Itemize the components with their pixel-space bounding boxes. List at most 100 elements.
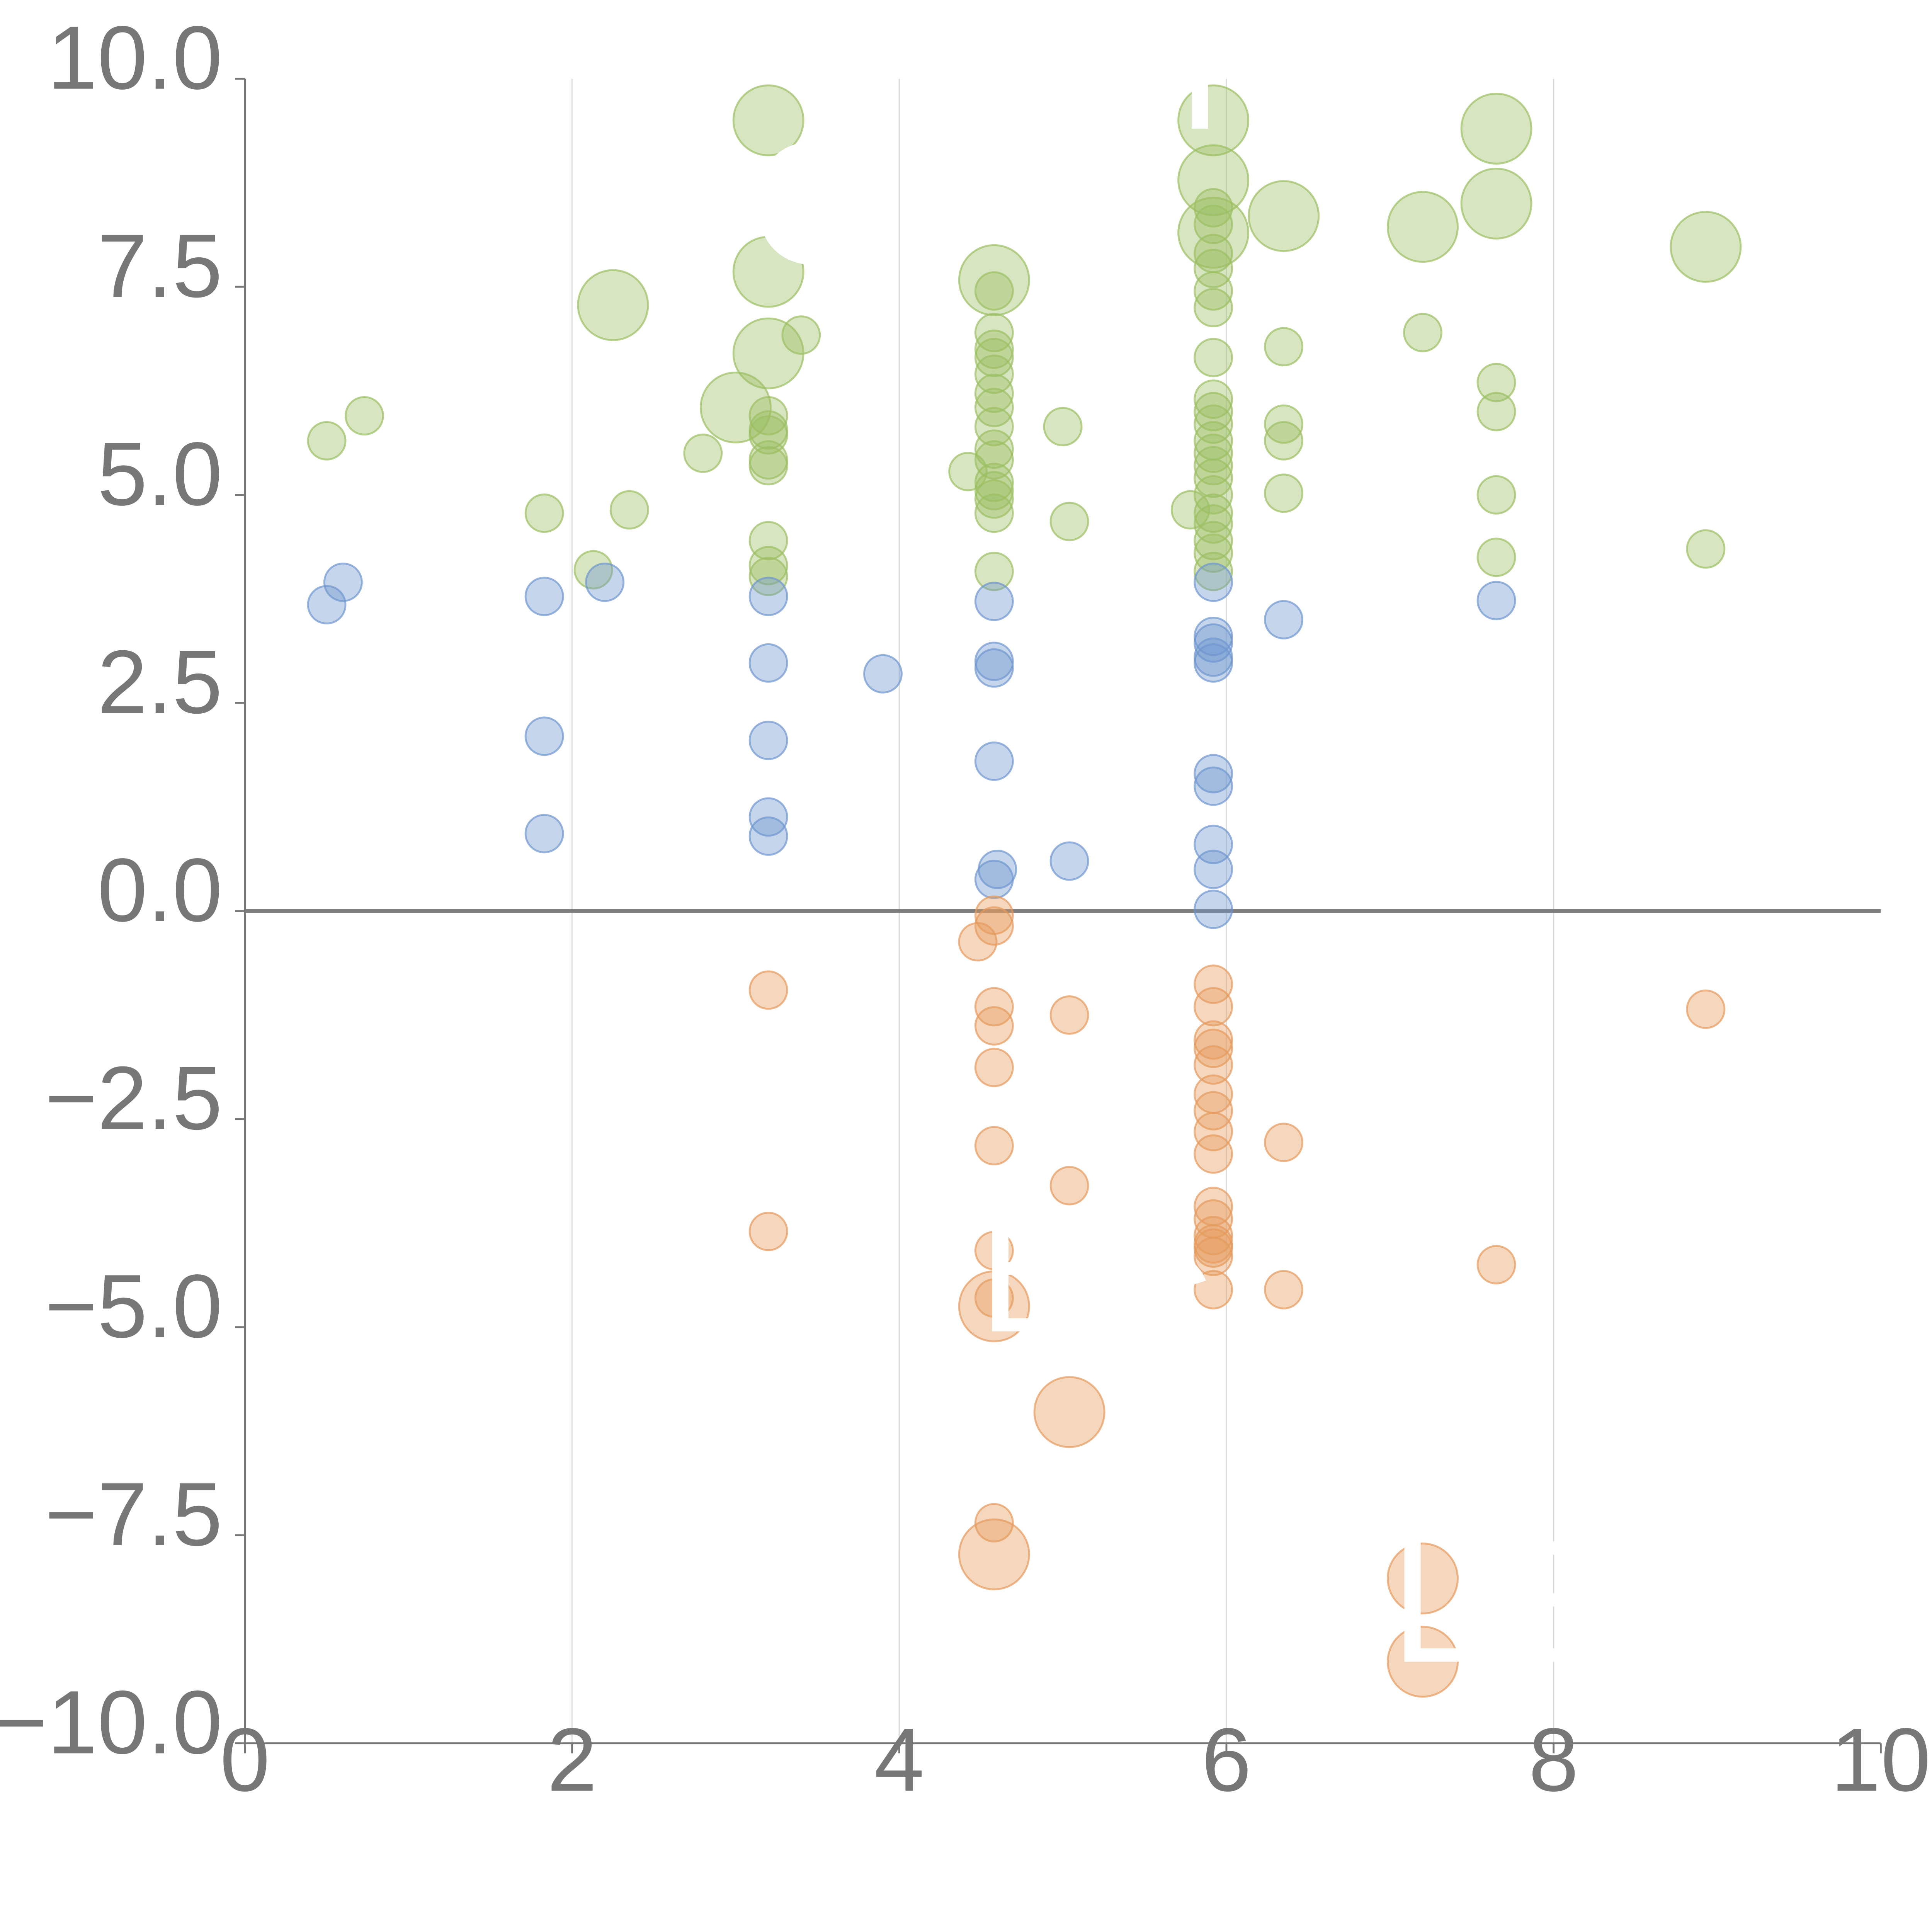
- annotation-label: LE: [1390, 1503, 1604, 1699]
- orange-bubble: [1194, 1134, 1233, 1174]
- green-bubble: [1177, 144, 1250, 216]
- x-tick-label: 8: [1529, 1710, 1578, 1810]
- green-bubble: [748, 546, 788, 585]
- green-bubble: [732, 84, 804, 156]
- x-tick-label: 0: [220, 1710, 270, 1810]
- green-bubble: [577, 269, 649, 341]
- green-bubble: [974, 271, 1014, 311]
- blue-bubble: [974, 859, 1014, 899]
- blue-bubble: [1194, 850, 1233, 889]
- blue-bubble: [1194, 562, 1233, 602]
- green-bubble: [974, 429, 1014, 469]
- blue-bubble: [524, 577, 564, 616]
- green-bubble: [609, 490, 649, 530]
- green-bubble: [524, 493, 564, 533]
- green-bubble: [1194, 521, 1233, 561]
- green-bubble: [1043, 407, 1083, 447]
- x-tick-label: 2: [547, 1710, 597, 1810]
- blue-bubble: [974, 742, 1014, 781]
- annotation-label: C: [749, 105, 875, 301]
- green-bubble: [1264, 421, 1304, 461]
- orange-bubble: [1194, 1091, 1233, 1131]
- orange-bubble: [1476, 1245, 1516, 1285]
- data-points: [307, 84, 1742, 1698]
- orange-bubble: [1194, 1228, 1233, 1268]
- orange-bubble: [748, 970, 788, 1010]
- green-bubble: [974, 338, 1014, 378]
- green-bubble: [1476, 537, 1516, 577]
- orange-bubble: [974, 1503, 1014, 1543]
- orange-bubble: [1033, 1376, 1105, 1448]
- green-bubble: [1248, 180, 1320, 252]
- green-bubble: [573, 550, 613, 590]
- green-bubble: [1194, 392, 1233, 432]
- orange-bubble: [1194, 964, 1233, 1004]
- y-tick-label: −7.5: [45, 1464, 223, 1565]
- orange-bubble: [974, 1126, 1014, 1166]
- green-bubble: [345, 396, 384, 436]
- orange-bubble: [1686, 989, 1726, 1029]
- green-bubble: [1264, 473, 1304, 513]
- green-bubble: [1264, 327, 1304, 367]
- blue-bubble: [323, 562, 363, 602]
- green-bubble: [1194, 458, 1233, 498]
- green-bubble: [1387, 191, 1459, 263]
- green-bubble: [748, 556, 788, 596]
- green-bubble: [974, 493, 1014, 533]
- green-bubble: [1476, 392, 1516, 432]
- orange-bubble: [974, 1048, 1014, 1087]
- x-tick-label: 6: [1201, 1710, 1252, 1810]
- blue-bubble: [974, 582, 1014, 621]
- annotation-label: P: [1017, 1423, 1134, 1618]
- y-tick-label: −2.5: [45, 1048, 223, 1148]
- green-bubble: [1194, 188, 1233, 228]
- blue-bubble: [748, 643, 788, 683]
- green-bubble: [1670, 211, 1742, 283]
- green-bubble: [1194, 338, 1233, 378]
- orange-bubble: [974, 1006, 1014, 1046]
- blue-bubble: [1194, 766, 1233, 806]
- orange-bubble: [1387, 1543, 1459, 1615]
- y-tick-label: −5.0: [45, 1256, 223, 1357]
- blue-bubble: [307, 585, 347, 624]
- orange-bubble: [1194, 987, 1233, 1027]
- orange-bubble: [958, 922, 998, 962]
- orange-bubble: [1194, 1112, 1233, 1151]
- green-bubble: [1403, 313, 1442, 352]
- annotation-label: R: [1177, 0, 1304, 166]
- x-tick-label: 4: [874, 1710, 925, 1810]
- green-bubble: [1460, 93, 1532, 165]
- blue-bubble: [748, 721, 788, 760]
- green-bubble: [1686, 529, 1726, 569]
- blue-bubble: [585, 562, 625, 602]
- green-bubble: [1049, 502, 1089, 541]
- green-bubble: [1194, 504, 1233, 544]
- orange-bubble: [974, 1231, 1014, 1270]
- green-bubble: [974, 551, 1014, 591]
- orange-bubble: [1264, 1270, 1304, 1310]
- green-bubble: [732, 236, 804, 308]
- green-bubble: [1194, 271, 1233, 311]
- orange-bubble: [1194, 1236, 1233, 1276]
- green-bubble: [1194, 288, 1233, 328]
- orange-bubble: [1049, 995, 1089, 1035]
- green-bubble: [974, 440, 1014, 480]
- blue-bubble: [1194, 889, 1233, 929]
- green-bubble: [781, 315, 821, 355]
- y-tick-label: 0.0: [97, 840, 223, 940]
- blue-bubble: [1476, 581, 1516, 621]
- green-bubble: [1460, 167, 1532, 240]
- green-bubble: [1194, 551, 1233, 591]
- orange-bubble: [974, 906, 1014, 946]
- green-bubble: [974, 463, 1014, 502]
- green-bubble: [1170, 490, 1210, 530]
- x-tick-label: 10: [1831, 1710, 1931, 1810]
- orange-bubble: [1194, 1029, 1233, 1068]
- green-bubble: [1194, 404, 1233, 444]
- orange-bubble: [1194, 1045, 1233, 1085]
- green-bubble: [1476, 475, 1516, 515]
- blue-bubble: [1264, 600, 1304, 639]
- green-bubble: [1194, 446, 1233, 486]
